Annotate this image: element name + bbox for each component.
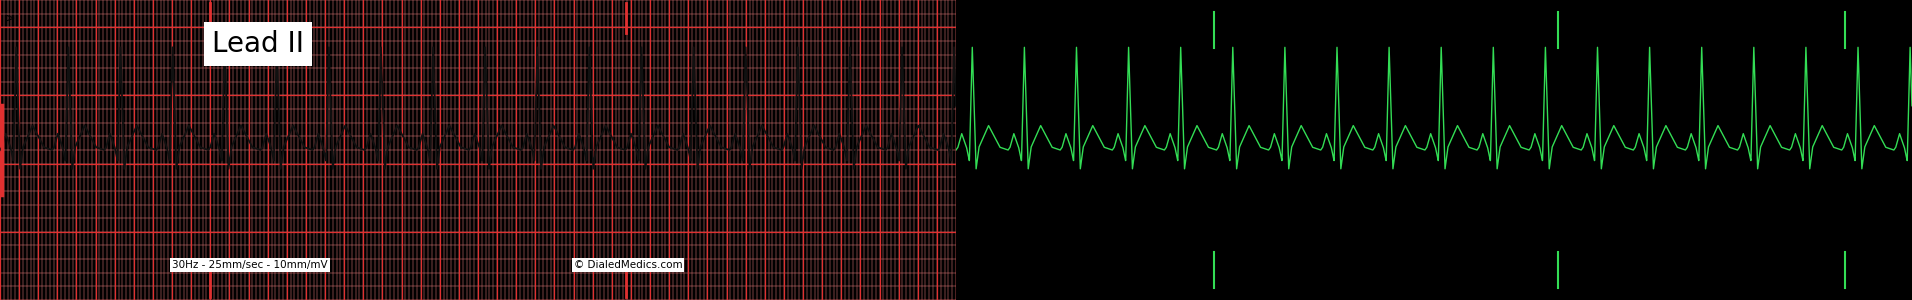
Text: >: > <box>4 12 15 25</box>
Text: © DialedMedics.com: © DialedMedics.com <box>574 260 683 270</box>
Text: 30Hz - 25mm/sec - 10mm/mV: 30Hz - 25mm/sec - 10mm/mV <box>172 260 327 270</box>
Text: Lead II: Lead II <box>212 30 304 58</box>
